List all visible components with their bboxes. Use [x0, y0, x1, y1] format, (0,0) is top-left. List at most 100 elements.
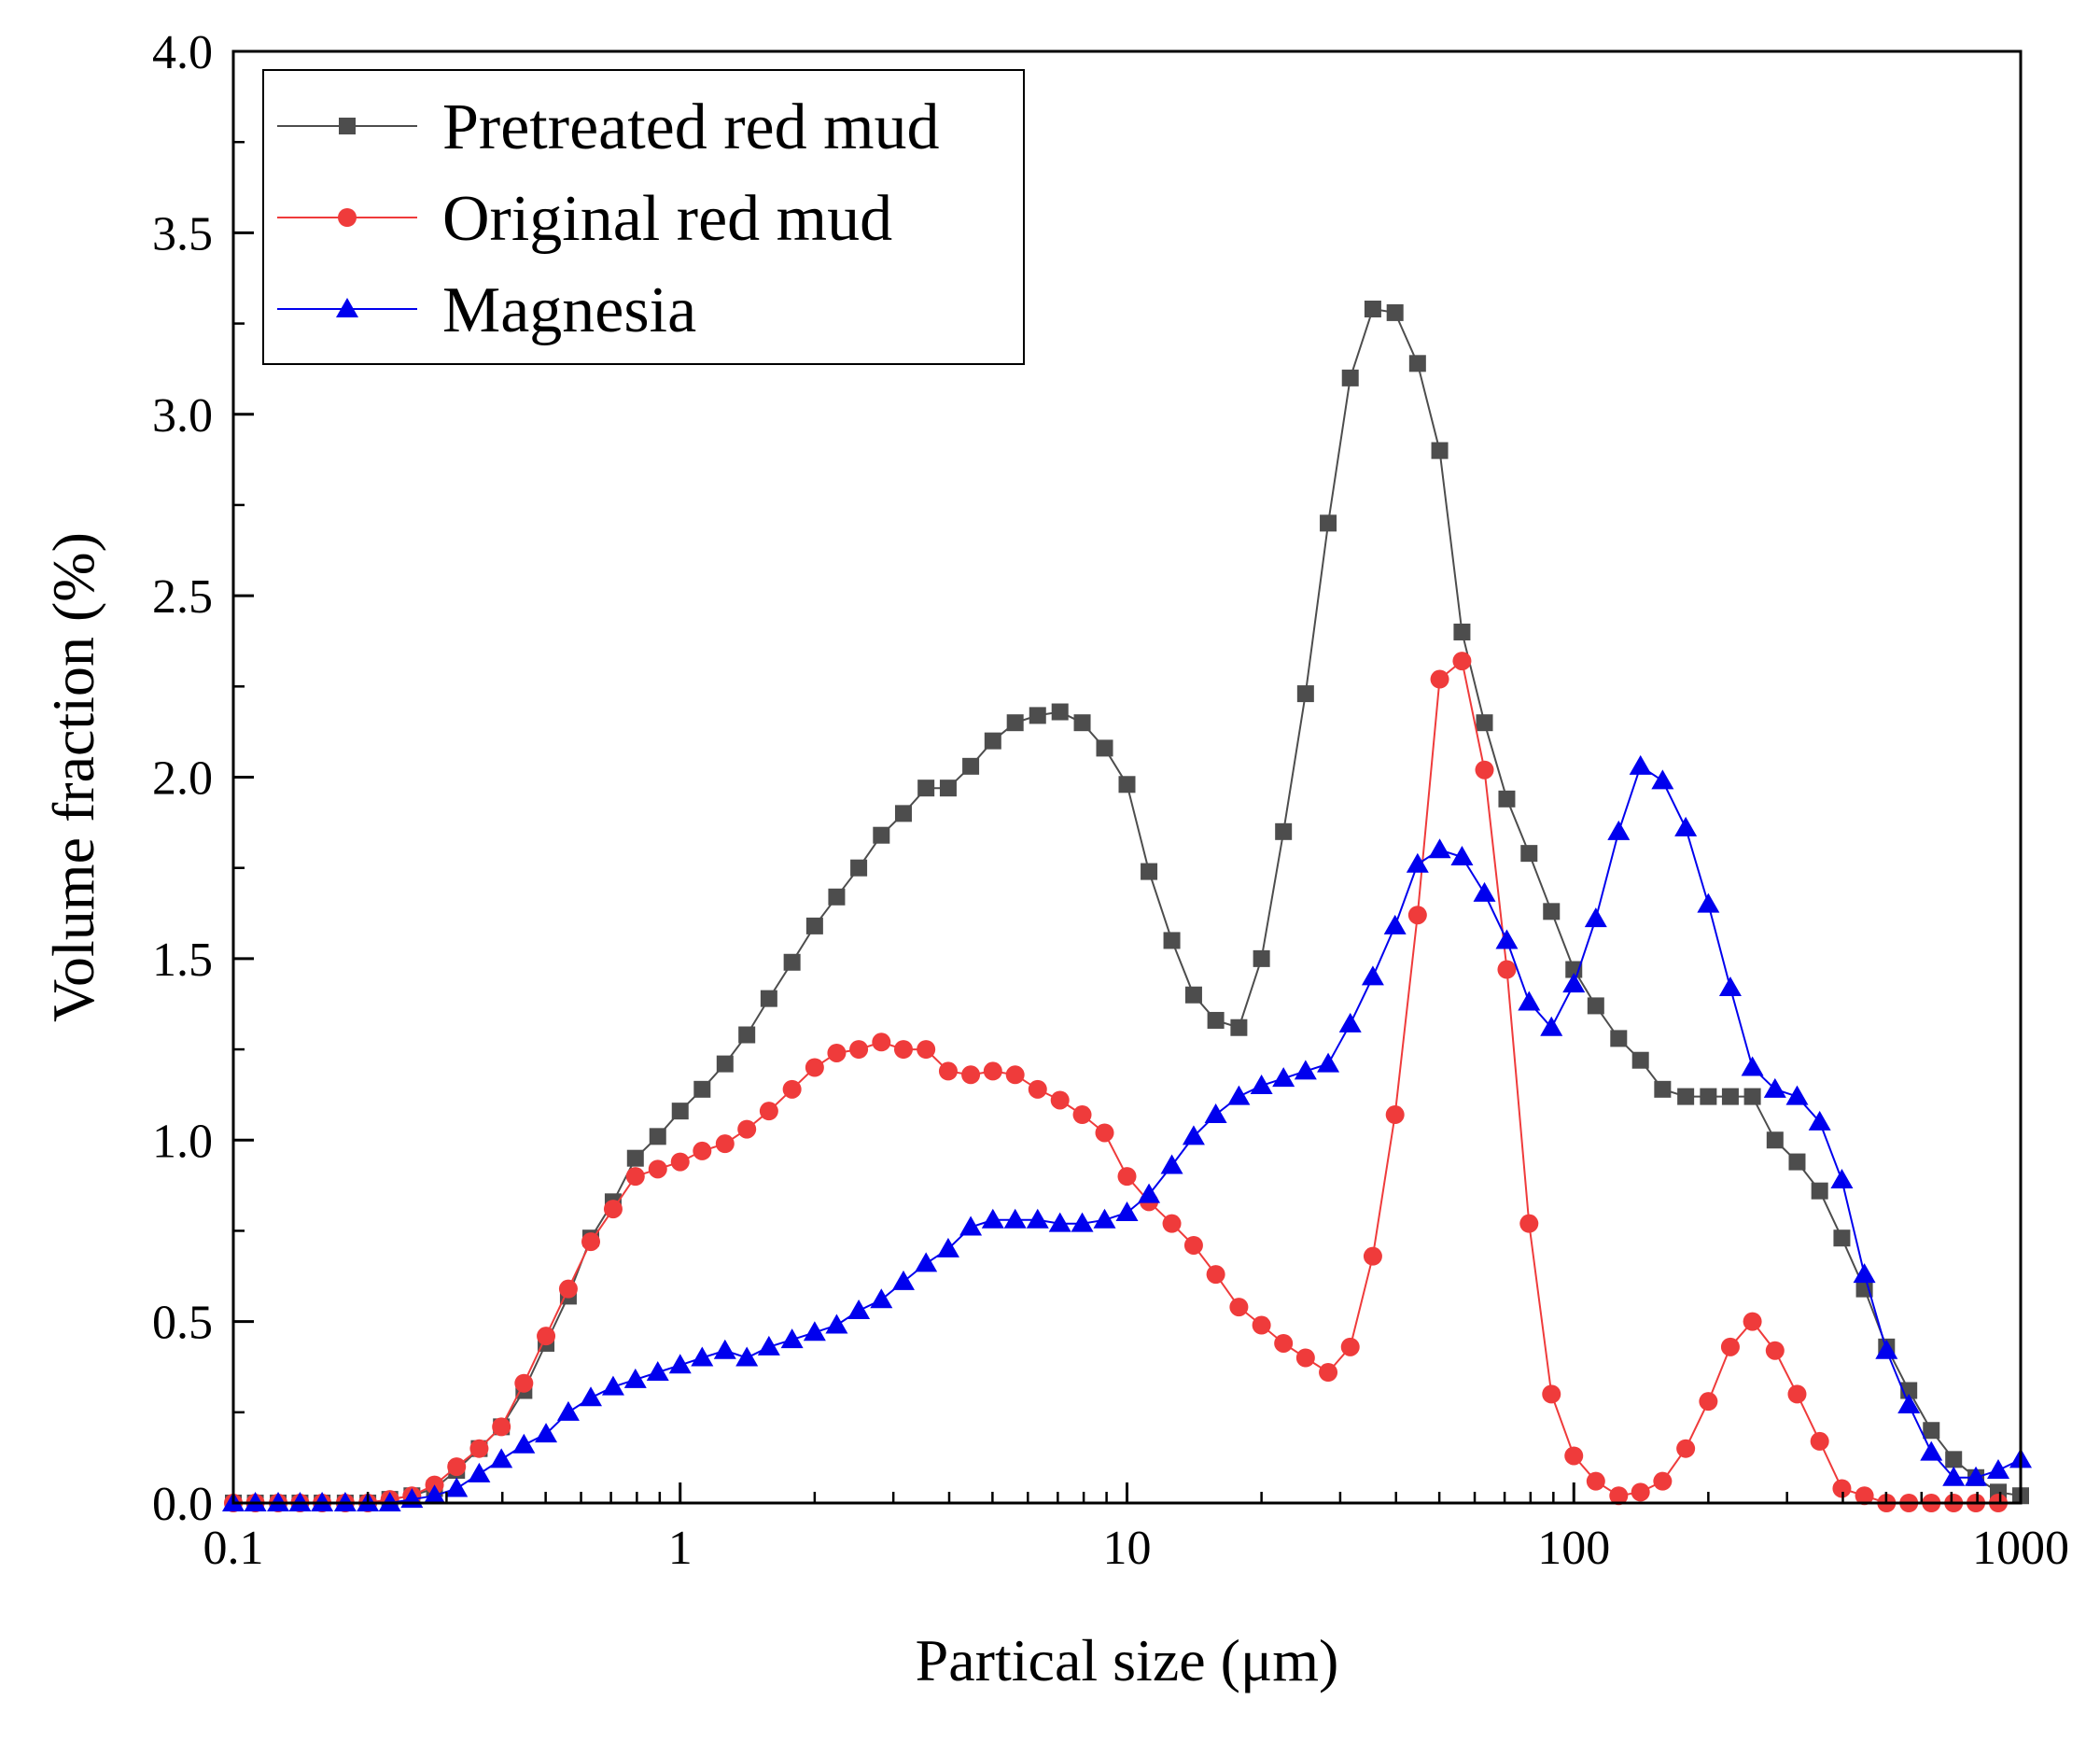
data-point [738, 1026, 756, 1044]
data-point [1543, 903, 1561, 920]
data-point [492, 1417, 511, 1437]
data-point [1003, 1208, 1027, 1229]
data-point [1275, 822, 1293, 840]
data-point [1364, 301, 1381, 318]
data-point [713, 1339, 736, 1359]
data-point [939, 780, 957, 797]
y-tick-label: 0.5 [152, 1297, 213, 1350]
data-point [1430, 669, 1449, 689]
data-point [1118, 776, 1136, 794]
data-point [1229, 1298, 1249, 1317]
legend-entry-label: Pretreated red mud [442, 91, 940, 163]
data-point [1942, 1466, 1966, 1486]
data-point [1853, 1263, 1876, 1284]
data-point [512, 1433, 536, 1454]
data-point [1183, 1235, 1203, 1255]
data-point [1227, 1085, 1251, 1105]
data-point [1406, 852, 1429, 873]
data-point [1697, 892, 1720, 913]
data-point [1095, 1123, 1114, 1143]
data-point [490, 1448, 513, 1468]
data-point [873, 826, 890, 844]
data-point [893, 1040, 913, 1060]
data-point [558, 1279, 578, 1299]
data-point [693, 1141, 712, 1160]
data-point [1542, 1384, 1561, 1404]
data-point [1610, 1030, 1628, 1047]
y-tick-label: 1.0 [152, 1115, 213, 1168]
data-point [1923, 1422, 1940, 1440]
data-point [1631, 1051, 1649, 1069]
data-point [1048, 1212, 1071, 1232]
y-tick-label: 2.5 [152, 570, 213, 624]
data-point [1743, 1312, 1762, 1331]
data-point [1855, 1486, 1874, 1506]
data-point [1520, 845, 1538, 863]
x-tick-label: 1000 [1972, 1522, 2069, 1575]
data-point [936, 1237, 959, 1257]
data-point [556, 1400, 580, 1421]
data-point [1875, 1339, 1898, 1359]
data-point [1274, 1333, 1294, 1353]
legend-entry-label: Magnesia [442, 274, 696, 346]
data-point [1071, 1212, 1094, 1232]
data-point [1294, 1060, 1317, 1080]
data-point [1295, 1348, 1315, 1368]
data-point [1518, 990, 1541, 1011]
data-point [1385, 1105, 1405, 1125]
data-point [959, 1215, 983, 1236]
data-point [1653, 1471, 1673, 1491]
data-point [1117, 1167, 1137, 1187]
data-point [1072, 1105, 1092, 1125]
data-point [1808, 1110, 1831, 1131]
data-point [601, 1375, 624, 1396]
data-point [849, 1040, 869, 1060]
data-point [1855, 1280, 1873, 1298]
data-point [603, 1200, 623, 1219]
data-point [1338, 1012, 1362, 1033]
data-point [1787, 1384, 1807, 1404]
data-point [783, 953, 801, 971]
data-point [581, 1232, 601, 1252]
data-point [983, 1061, 1002, 1081]
data-point [825, 1314, 848, 1334]
data-point [1452, 652, 1472, 671]
data-point [537, 1327, 556, 1346]
y-tick-label: 4.0 [152, 26, 213, 79]
legend-marker [338, 208, 357, 227]
legend-marker [339, 118, 356, 134]
data-point [1718, 976, 1742, 996]
series-magnesia [222, 754, 2032, 1511]
y-tick-label: 0.0 [152, 1478, 213, 1531]
data-point [1586, 1471, 1605, 1491]
data-point [1495, 929, 1519, 949]
data-point [805, 917, 823, 934]
data-point [1475, 760, 1494, 780]
data-point [1006, 714, 1024, 732]
data-point [1207, 1011, 1225, 1029]
data-point [961, 1065, 981, 1085]
data-point [1230, 1019, 1248, 1036]
x-tick-label: 10 [1103, 1522, 1152, 1575]
data-point [1519, 1214, 1539, 1233]
data-point [1073, 714, 1091, 732]
data-point [1093, 1208, 1116, 1229]
data-point [917, 1040, 936, 1060]
data-point [1832, 1479, 1852, 1498]
data-point [670, 1152, 690, 1172]
data-point [1319, 1363, 1338, 1383]
data-point [1609, 1486, 1629, 1506]
data-point [938, 1061, 958, 1081]
data-point [1182, 1125, 1205, 1145]
y-tick-label: 3.0 [152, 389, 213, 443]
data-point [850, 859, 868, 877]
data-point [715, 1134, 735, 1154]
legend-marker [336, 298, 358, 317]
y-tick-label: 2.0 [152, 752, 213, 806]
data-point [981, 1208, 1004, 1229]
data-point [1584, 907, 1607, 928]
data-point [1450, 846, 1474, 866]
data-point [1028, 1079, 1047, 1099]
data-point [1651, 769, 1674, 790]
